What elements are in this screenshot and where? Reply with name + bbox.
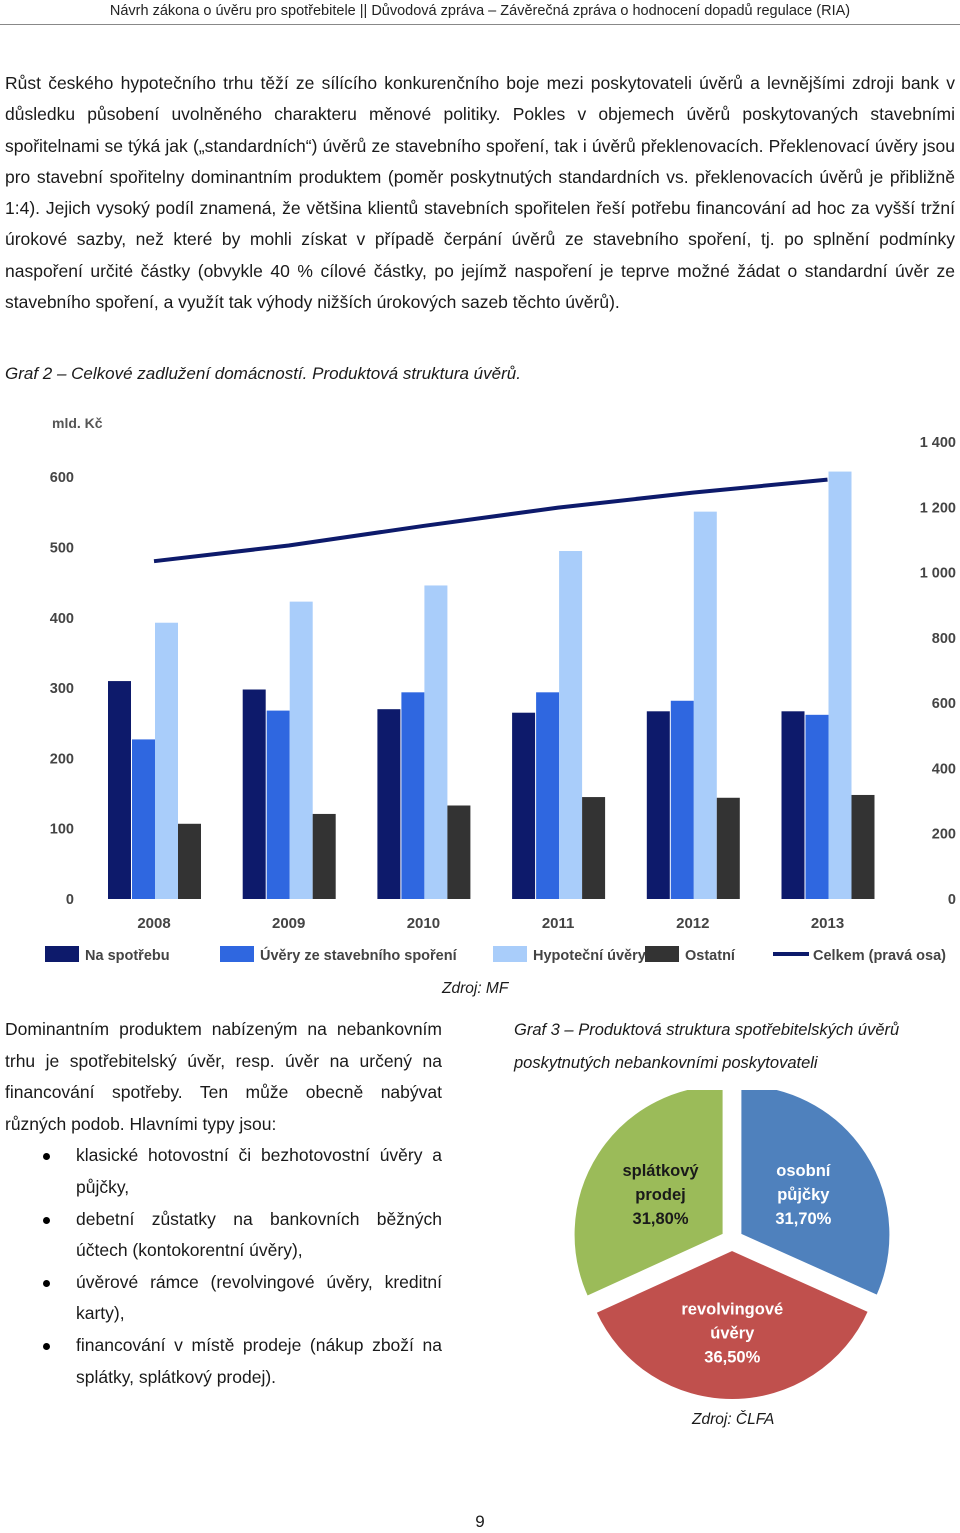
y-tick-label: 600 [50,470,74,486]
x-tick-label: 2013 [811,915,844,932]
x-tick-label: 2008 [137,915,170,932]
body-paragraph: Růst českého hypotečního trhu těží ze sí… [5,73,955,313]
y2-tick-label: 0 [948,892,956,908]
x-tick-label: 2009 [272,915,305,932]
bar [559,551,583,899]
pie-label: splátkový [622,1162,699,1180]
pie-slice [594,1248,871,1401]
bar [693,511,717,899]
chart-source-mf: Zdroj: MF [442,980,509,997]
legend-label: Úvěry ze stavebního spoření [260,946,458,964]
x-tick-label: 2010 [407,915,440,932]
legend-swatch-line [773,952,809,956]
y2-tick-label: 1 400 [920,435,956,451]
pie-label: osobní [776,1162,831,1180]
bar [266,710,290,899]
y-tick-label: 100 [50,822,74,838]
page-number: 9 [475,1512,485,1531]
bar [512,712,536,899]
list-item: debetní zůstatky na bankovních běžných ú… [5,1204,442,1267]
pie-label: revolvingové [681,1300,783,1318]
chart-caption-graf-3: Graf 3 – Produktová struktura spotřebite… [514,1021,900,1072]
credit-types-list: klasické hotovostní či bezhotovostní úvě… [5,1140,442,1393]
y-tick-label: 400 [50,611,74,627]
y2-tick-label: 1 200 [920,500,956,516]
bar [312,813,336,899]
y-tick-label: 500 [50,541,74,557]
bar [536,692,560,899]
legend-label: Na spotřebu [85,948,170,964]
list-item: financování v místě prodeje (nákup zboží… [5,1330,442,1393]
y-tick-label: 0 [66,892,74,908]
bar [716,797,740,899]
y-tick-label: 300 [50,681,74,697]
y2-tick-label: 200 [932,827,956,843]
bar [108,681,131,899]
bar [178,823,201,899]
intro-paragraph: Dominantním produktem nabízeným na neban… [5,1019,442,1134]
y2-tick-label: 400 [932,761,956,777]
pie-label: 36,50% [704,1348,760,1366]
legend-swatch [220,946,254,962]
household-debt-chart: mld. Kč 0 100 200 300 400 500 600 0 200 400 600 800 1… [45,415,956,964]
x-tick-label: 2011 [542,915,575,932]
bar [155,622,178,899]
bar [424,585,448,899]
x-tick-label: 2012 [676,915,709,932]
bar [670,700,694,899]
bar [242,689,266,899]
consumer-credit-pie-chart: splátkový prodej 31,80% osobní půjčky 31,70% r… [572,1090,892,1401]
y2-tick-label: 1 000 [920,566,956,582]
chart-source-clfa: Zdroj: ČLFA [692,1411,775,1428]
bar [851,794,875,899]
bar [401,692,425,899]
legend-swatch [45,946,79,962]
page-header: Návrh zákona o úvěru pro spotřebitele ||… [0,0,960,25]
legend-label: Hypoteční úvěry [533,948,646,964]
pie-label: půjčky [777,1186,830,1204]
chart-caption-graf-2: Graf 2 – Celkové zadlužení domácností. P… [5,364,521,383]
bar [289,601,313,899]
bar [377,709,401,899]
y2-tick-label: 800 [932,631,956,647]
pie-label: prodej [635,1186,685,1204]
bar [132,739,155,899]
bar [582,797,606,899]
consumer-credit-text: Dominantním produktem nabízeným na neban… [5,1014,442,1393]
total-line [153,477,828,564]
bar [447,805,471,899]
bar [828,471,852,899]
legend-swatch [645,946,679,962]
list-item: úvěrové rámce (revolvingové úvěry, kredi… [5,1267,442,1330]
pie-slice [572,1090,725,1299]
pie-label: úvěry [710,1324,755,1342]
legend-label: Celkem (pravá osa) [813,948,946,964]
y-axis-unit-label: mld. Kč [52,415,103,431]
pie-label: 31,70% [775,1210,831,1228]
y2-tick-label: 600 [932,696,956,712]
bar [646,711,670,899]
bar [781,711,805,899]
legend-label: Ostatní [685,948,736,964]
bar [805,714,829,899]
pie-label: 31,80% [633,1210,689,1228]
pie-slice [739,1090,892,1298]
y-tick-label: 200 [50,751,74,767]
legend-swatch [493,946,527,962]
list-item: klasické hotovostní či bezhotovostní úvě… [5,1140,442,1203]
